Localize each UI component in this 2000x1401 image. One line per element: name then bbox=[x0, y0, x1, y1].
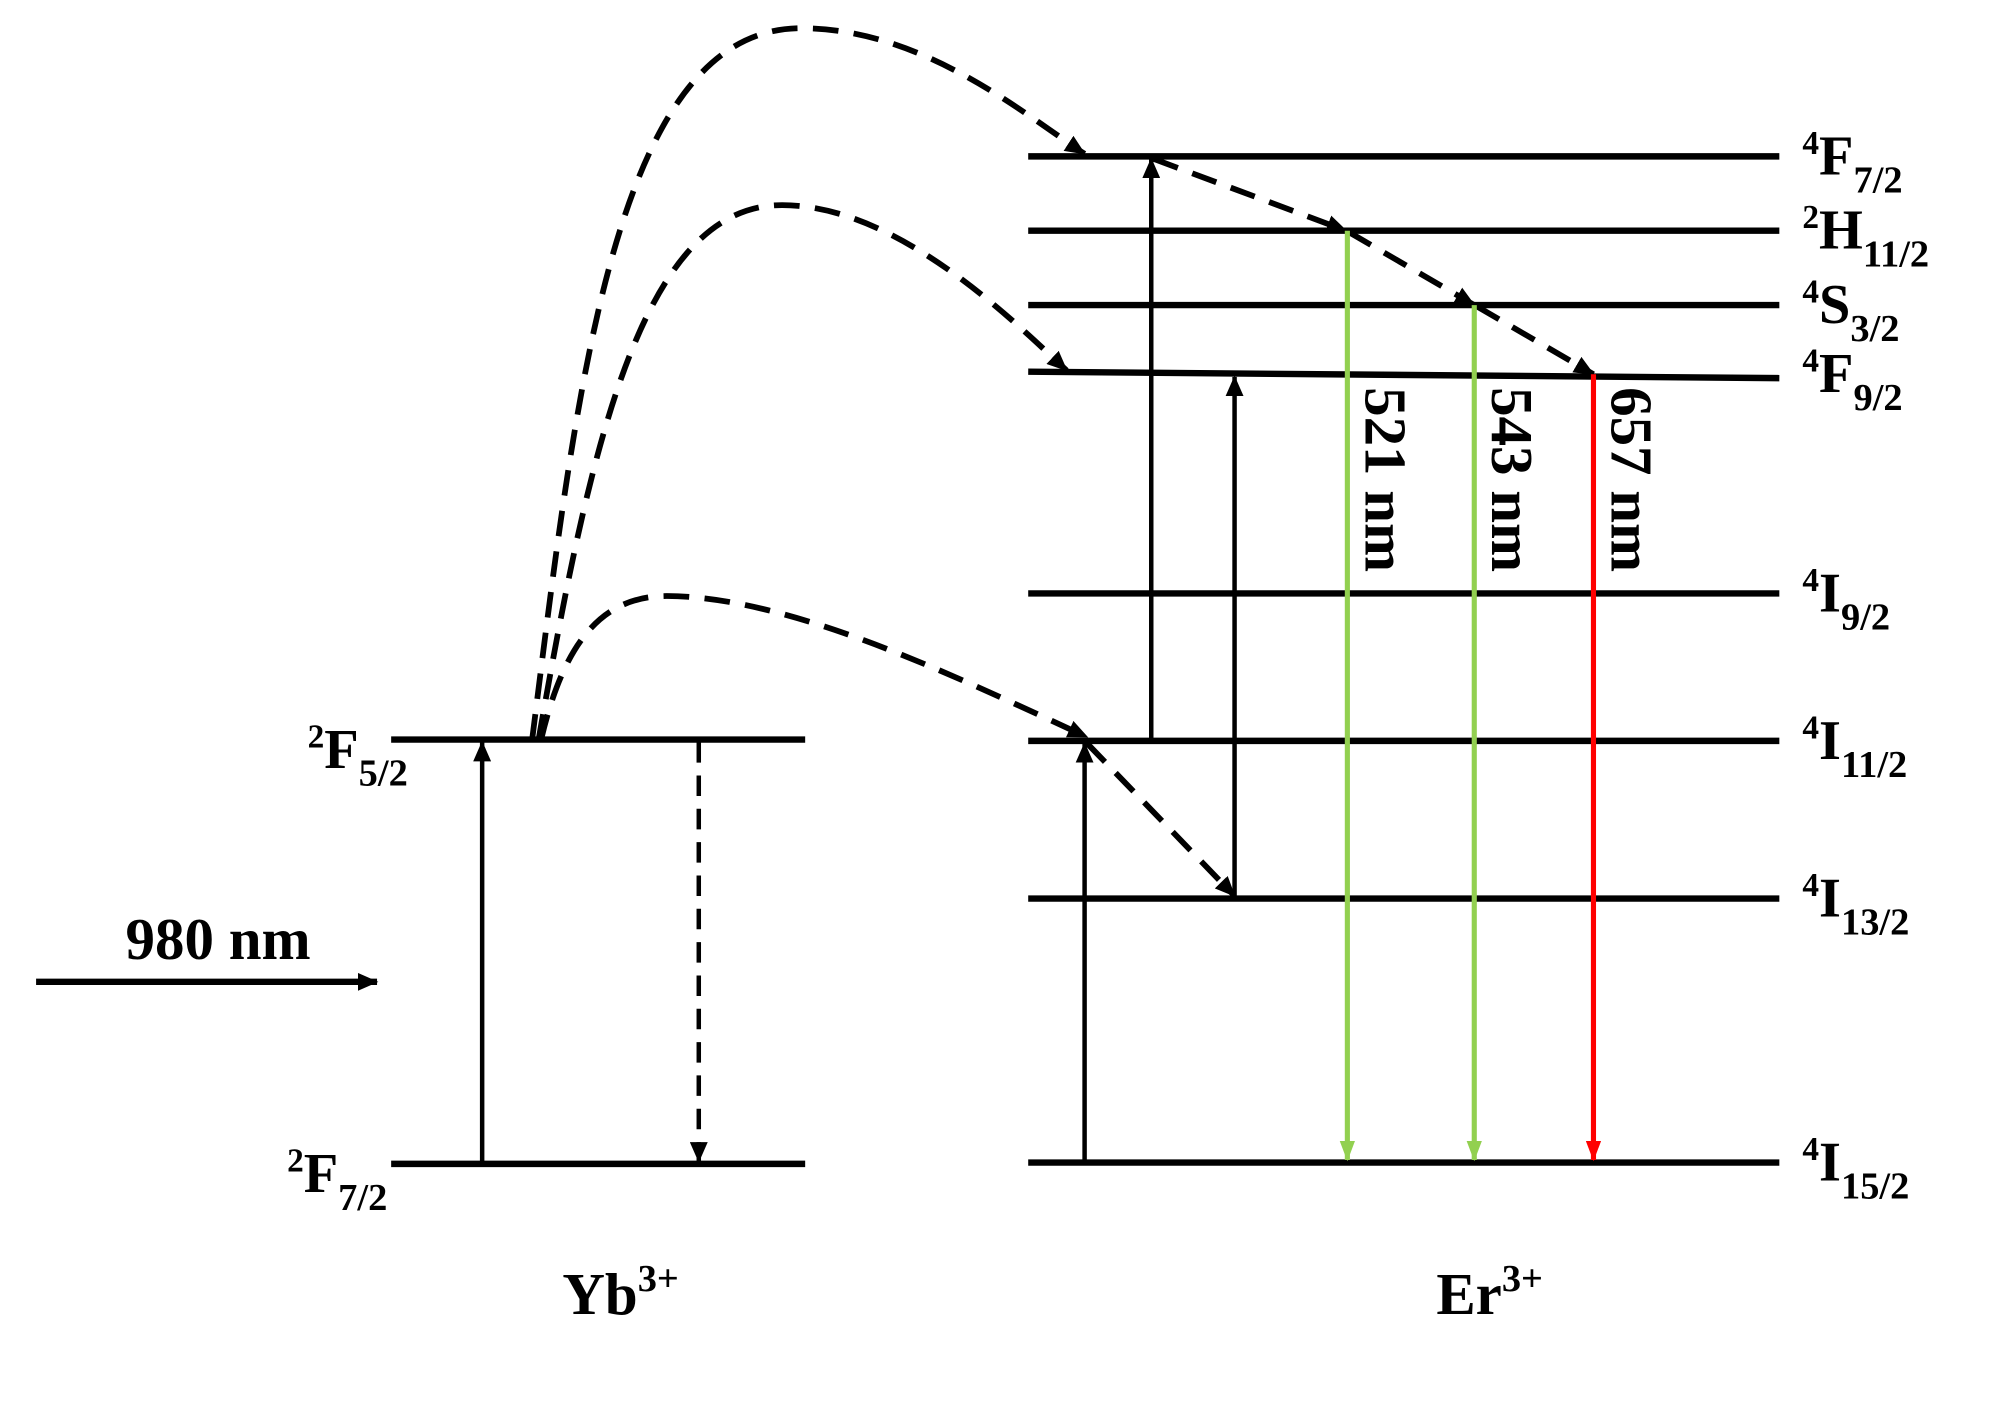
level-label-2F5-2: 2F5/2 bbox=[308, 718, 408, 794]
er-ion-label: Er3+ bbox=[1436, 1258, 1543, 1327]
energy-transfer-curve-4F9-2 bbox=[535, 202, 1069, 741]
level-label-4I13-2: 4I13/2 bbox=[1802, 867, 1909, 943]
er-level-4F9-2 bbox=[1028, 368, 1780, 382]
level-label-2H11-2: 2H11/2 bbox=[1802, 199, 1929, 275]
emission-label: 657 nm bbox=[1598, 387, 1664, 572]
level-label-2F7-2: 2F7/2 bbox=[287, 1143, 387, 1219]
level-label-4I11-2: 4I11/2 bbox=[1802, 709, 1907, 785]
energy-transfer-curve-4F7-2 bbox=[529, 25, 1087, 740]
level-label-4F9-2: 4F9/2 bbox=[1802, 343, 1902, 419]
er-relaxation-4I11-2-to-4I13-2 bbox=[1085, 741, 1237, 898]
emission-label: 543 nm bbox=[1479, 387, 1545, 572]
er-relaxation-2H11-2-to-4S3-2 bbox=[1347, 229, 1476, 308]
energy-transfer-curve-4I11-2 bbox=[538, 593, 1089, 741]
er-relaxation-4F7-2-to-2H11-2 bbox=[1152, 156, 1348, 234]
excitation-label: 980 nm bbox=[126, 906, 311, 972]
level-label-4S3-2: 4S3/2 bbox=[1802, 274, 1899, 350]
level-label-4I9-2: 4I9/2 bbox=[1802, 562, 1890, 638]
yb-ion-label: Yb3+ bbox=[562, 1258, 679, 1327]
er-relaxation-4S3-2-to-4F9-2 bbox=[1475, 303, 1595, 377]
level-label-4F7-2: 4F7/2 bbox=[1802, 125, 1902, 201]
emission-label: 521 nm bbox=[1352, 387, 1418, 572]
transitions bbox=[36, 25, 1602, 1164]
level-label-4I15-2: 4I15/2 bbox=[1802, 1131, 1909, 1207]
